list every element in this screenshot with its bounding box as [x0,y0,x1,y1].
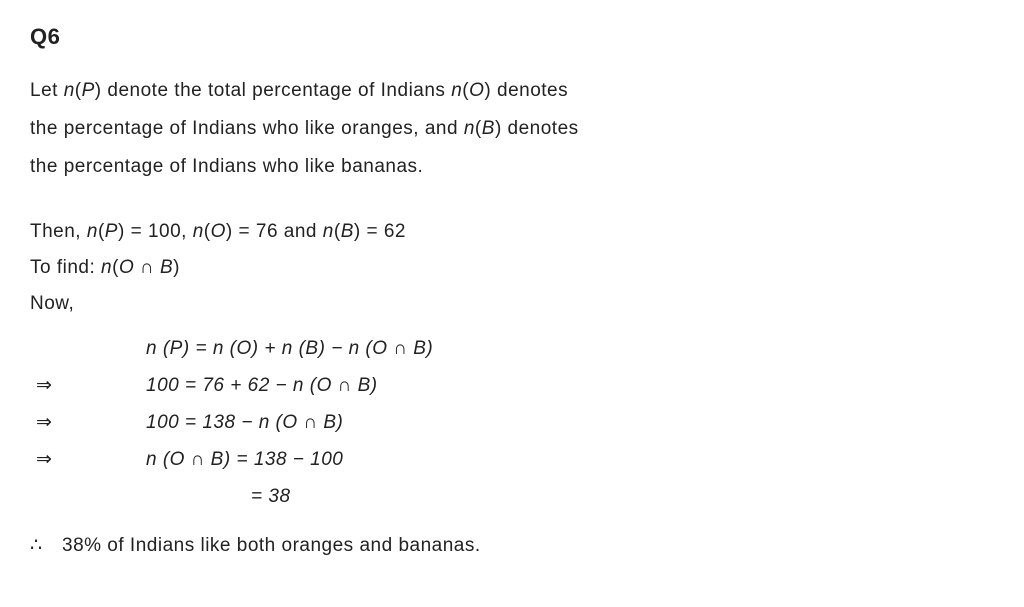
intro-line-2: the percentage of Indians who like orang… [30,110,994,148]
var-n: n [451,80,462,101]
equation: n (P) = n (O) + n (B) − n (O ∩ B) [146,330,994,367]
var-n: n [101,257,112,278]
now-label: Now, [30,286,994,322]
text: ) denote the total percentage of Indians [95,80,451,101]
equation: n (O ∩ B) = 138 − 100 [146,441,994,478]
therefore-symbol: ∴ [30,534,62,557]
var-o: O [119,257,134,278]
var-n: n [464,118,475,139]
var-b: B [482,118,495,139]
solution-page: Q6 Let n(P) denote the total percentage … [0,0,1024,577]
text: ) = 62 [354,221,406,242]
intro-line-1: Let n(P) denote the total percentage of … [30,72,994,110]
var-n: n [193,221,204,242]
var-o: O [211,221,226,242]
step-4: ⇒ n (O ∩ B) = 138 − 100 [30,441,994,478]
text: ) denotes [495,118,579,139]
step-2: ⇒ 100 = 76 + 62 − n (O ∩ B) [30,367,994,404]
text: To find: [30,257,101,278]
text: ) [173,257,180,278]
step-5: = 38 [30,478,994,515]
text: Let [30,80,64,101]
text: ( [112,257,119,278]
var-b: B [341,221,354,242]
text: ( [98,221,105,242]
step-1: n (P) = n (O) + n (B) − n (O ∩ B) [30,330,994,367]
var-n: n [323,221,334,242]
text: ) = 76 and [226,221,323,242]
equation: 100 = 138 − n (O ∩ B) [146,404,994,441]
conclusion-text: 38% of Indians like both oranges and ban… [62,535,481,556]
text: ( [475,118,482,139]
setup-block: Then, n(P) = 100, n(O) = 76 and n(B) = 6… [30,214,994,322]
intro-line-3: the percentage of Indians who like banan… [30,148,994,186]
text: Then, [30,221,87,242]
var-o: O [469,80,484,101]
text: ( [204,221,211,242]
to-find: To find: n(O ∩ B) [30,250,994,286]
text: ) denotes [484,80,568,101]
equation: 100 = 76 + 62 − n (O ∩ B) [146,367,994,404]
intersect: ∩ [134,257,160,278]
derivation-steps: n (P) = n (O) + n (B) − n (O ∩ B) ⇒ 100 … [30,330,994,515]
var-p: P [105,221,118,242]
result: = 38 [146,478,994,515]
var-p: P [82,80,95,101]
intro-paragraph: Let n(P) denote the total percentage of … [30,72,994,186]
var-b: B [160,257,173,278]
conclusion: ∴38% of Indians like both oranges and ba… [30,534,994,557]
implies-arrow: ⇒ [30,404,146,441]
text: ( [75,80,82,101]
text: the percentage of Indians who like orang… [30,118,464,139]
text: ) = 100, [118,221,193,242]
step-3: ⇒ 100 = 138 − n (O ∩ B) [30,404,994,441]
implies-arrow: ⇒ [30,367,146,404]
implies-arrow: ⇒ [30,441,146,478]
var-n: n [87,221,98,242]
var-n: n [64,80,75,101]
given-values: Then, n(P) = 100, n(O) = 76 and n(B) = 6… [30,214,994,250]
text: ( [334,221,341,242]
question-number: Q6 [30,24,994,50]
